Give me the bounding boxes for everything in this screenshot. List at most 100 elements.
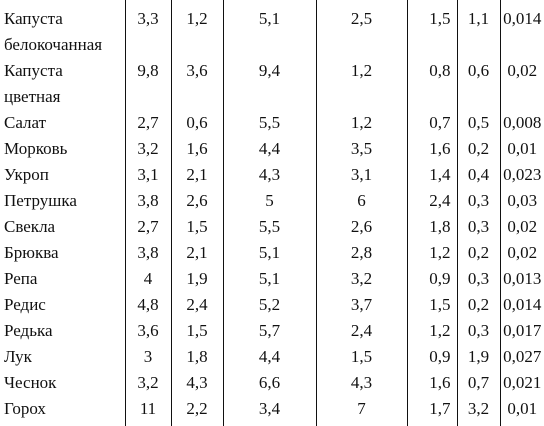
cell-value: 0,023 — [499, 162, 544, 188]
row-name: Лук — [4, 347, 32, 366]
row-name: Салат — [4, 113, 47, 132]
table-row: Петрушка 3,8 2,6 5 6 2,4 0,3 0,03 — [0, 188, 544, 214]
cell-value: 4,4 — [222, 344, 316, 370]
cell-value: 2,4 — [315, 318, 407, 344]
row-name: Редис — [4, 295, 46, 314]
cell-value: 6 — [315, 188, 407, 214]
cell-value: 1,2 — [406, 240, 457, 266]
cell-value: 0,021 — [499, 370, 544, 396]
cell-value: 1,8 — [170, 344, 223, 370]
cell-value: 2,4 — [170, 292, 223, 318]
row-name-line: белокочанная — [4, 35, 103, 54]
table-row: Капуста белокочанная 3,3 1,2 5,1 2,5 1,5 … — [0, 0, 544, 58]
cell-value: 3,3 — [124, 0, 171, 58]
row-name: Укроп — [4, 165, 49, 184]
cell-value: 5,1 — [222, 0, 316, 58]
cell-value: 5,5 — [222, 110, 316, 136]
cell-value: 2,6 — [170, 188, 223, 214]
table-row: Свекла 2,7 1,5 5,5 2,6 1,8 0,3 0,02 — [0, 214, 544, 240]
cell-value: 3,5 — [315, 136, 407, 162]
cell-value: 0,8 — [406, 58, 457, 110]
cell-value: 3,1 — [124, 162, 171, 188]
cell-value: 5,1 — [222, 240, 316, 266]
cell-value: 1,4 — [406, 162, 457, 188]
cell-value: 5,7 — [222, 318, 316, 344]
row-name: Капуста белокочанная — [0, 0, 125, 58]
cell-value: 0,02 — [499, 240, 544, 266]
cell-value: 3,7 — [315, 292, 407, 318]
cell-value: 0,01 — [499, 396, 544, 426]
cell-value: 1,5 — [406, 0, 457, 58]
cell-value: 0,4 — [456, 162, 500, 188]
cell-value: 7 — [315, 396, 407, 426]
row-name-line: цветная — [4, 87, 61, 106]
row-name: Горох — [4, 399, 46, 418]
row-name: Свекла — [4, 217, 56, 236]
table-row: Редька 3,6 1,5 5,7 2,4 1,2 0,3 0,017 — [0, 318, 544, 344]
cell-value: 0,2 — [456, 292, 500, 318]
cell-value: 1,8 — [406, 214, 457, 240]
cell-value: 0,01 — [499, 136, 544, 162]
cell-value: 0,02 — [499, 58, 544, 110]
cell-value: 0,7 — [406, 110, 457, 136]
cell-value: 0,6 — [170, 110, 223, 136]
cell-value: 2,8 — [315, 240, 407, 266]
row-name: Морковь — [4, 139, 68, 158]
row-name: Чеснок — [4, 373, 57, 392]
cell-value: 0,02 — [499, 214, 544, 240]
cell-value: 1,2 — [406, 318, 457, 344]
cell-value: 1,5 — [170, 214, 223, 240]
cell-value: 1,5 — [170, 318, 223, 344]
cell-value: 0,3 — [456, 214, 500, 240]
cell-value: 0,2 — [456, 240, 500, 266]
cell-value: 0,03 — [499, 188, 544, 214]
cell-value: 4 — [124, 266, 171, 292]
cell-value: 0,3 — [456, 318, 500, 344]
table-row: Репа 4 1,9 5,1 3,2 0,9 0,3 0,013 — [0, 266, 544, 292]
cell-value: 4,8 — [124, 292, 171, 318]
table-row: Капуста цветная 9,8 3,6 9,4 1,2 0,8 0,6 0… — [0, 58, 544, 110]
cell-value: 5,1 — [222, 266, 316, 292]
cell-value: 2,4 — [406, 188, 457, 214]
cell-value: 9,4 — [222, 58, 316, 110]
cell-value: 3,8 — [124, 188, 171, 214]
cell-value: 4,4 — [222, 136, 316, 162]
row-name: Капуста цветная — [0, 58, 125, 110]
table-row: Горох 11 2,2 3,4 7 1,7 3,2 0,01 — [0, 396, 544, 426]
cell-value: 1,2 — [170, 0, 223, 58]
cell-value: 5,2 — [222, 292, 316, 318]
cell-value: 0,3 — [456, 188, 500, 214]
cell-value: 0,6 — [456, 58, 500, 110]
cell-value: 3,1 — [315, 162, 407, 188]
table-row: Салат 2,7 0,6 5,5 1,2 0,7 0,5 0,008 — [0, 110, 544, 136]
cell-value: 0,017 — [499, 318, 544, 344]
cell-value: 4,3 — [170, 370, 223, 396]
cell-value: 5 — [222, 188, 316, 214]
table-row: Чеснок 3,2 4,3 6,6 4,3 1,6 0,7 0,021 — [0, 370, 544, 396]
cell-value: 1,1 — [456, 0, 500, 58]
cell-value: 0,5 — [456, 110, 500, 136]
cell-value: 3,2 — [315, 266, 407, 292]
cell-value: 0,3 — [456, 266, 500, 292]
table-row: Лук 3 1,8 4,4 1,5 0,9 1,9 0,027 — [0, 344, 544, 370]
cell-value: 1,6 — [170, 136, 223, 162]
cell-value: 2,2 — [170, 396, 223, 426]
cell-value: 0,014 — [499, 0, 544, 58]
cell-value: 1,6 — [406, 136, 457, 162]
cell-value: 3,6 — [124, 318, 171, 344]
cell-value: 6,6 — [222, 370, 316, 396]
cell-value: 1,2 — [315, 110, 407, 136]
cell-value: 3,2 — [456, 396, 500, 426]
cell-value: 0,7 — [456, 370, 500, 396]
cell-value: 1,9 — [170, 266, 223, 292]
cell-value: 4,3 — [222, 162, 316, 188]
cell-value: 1,6 — [406, 370, 457, 396]
cell-value: 3,2 — [124, 136, 171, 162]
cell-value: 0,027 — [499, 344, 544, 370]
cell-value: 1,7 — [406, 396, 457, 426]
cell-value: 0,9 — [406, 266, 457, 292]
table-row: Укроп 3,1 2,1 4,3 3,1 1,4 0,4 0,023 — [0, 162, 544, 188]
cell-value: 1,2 — [315, 58, 407, 110]
